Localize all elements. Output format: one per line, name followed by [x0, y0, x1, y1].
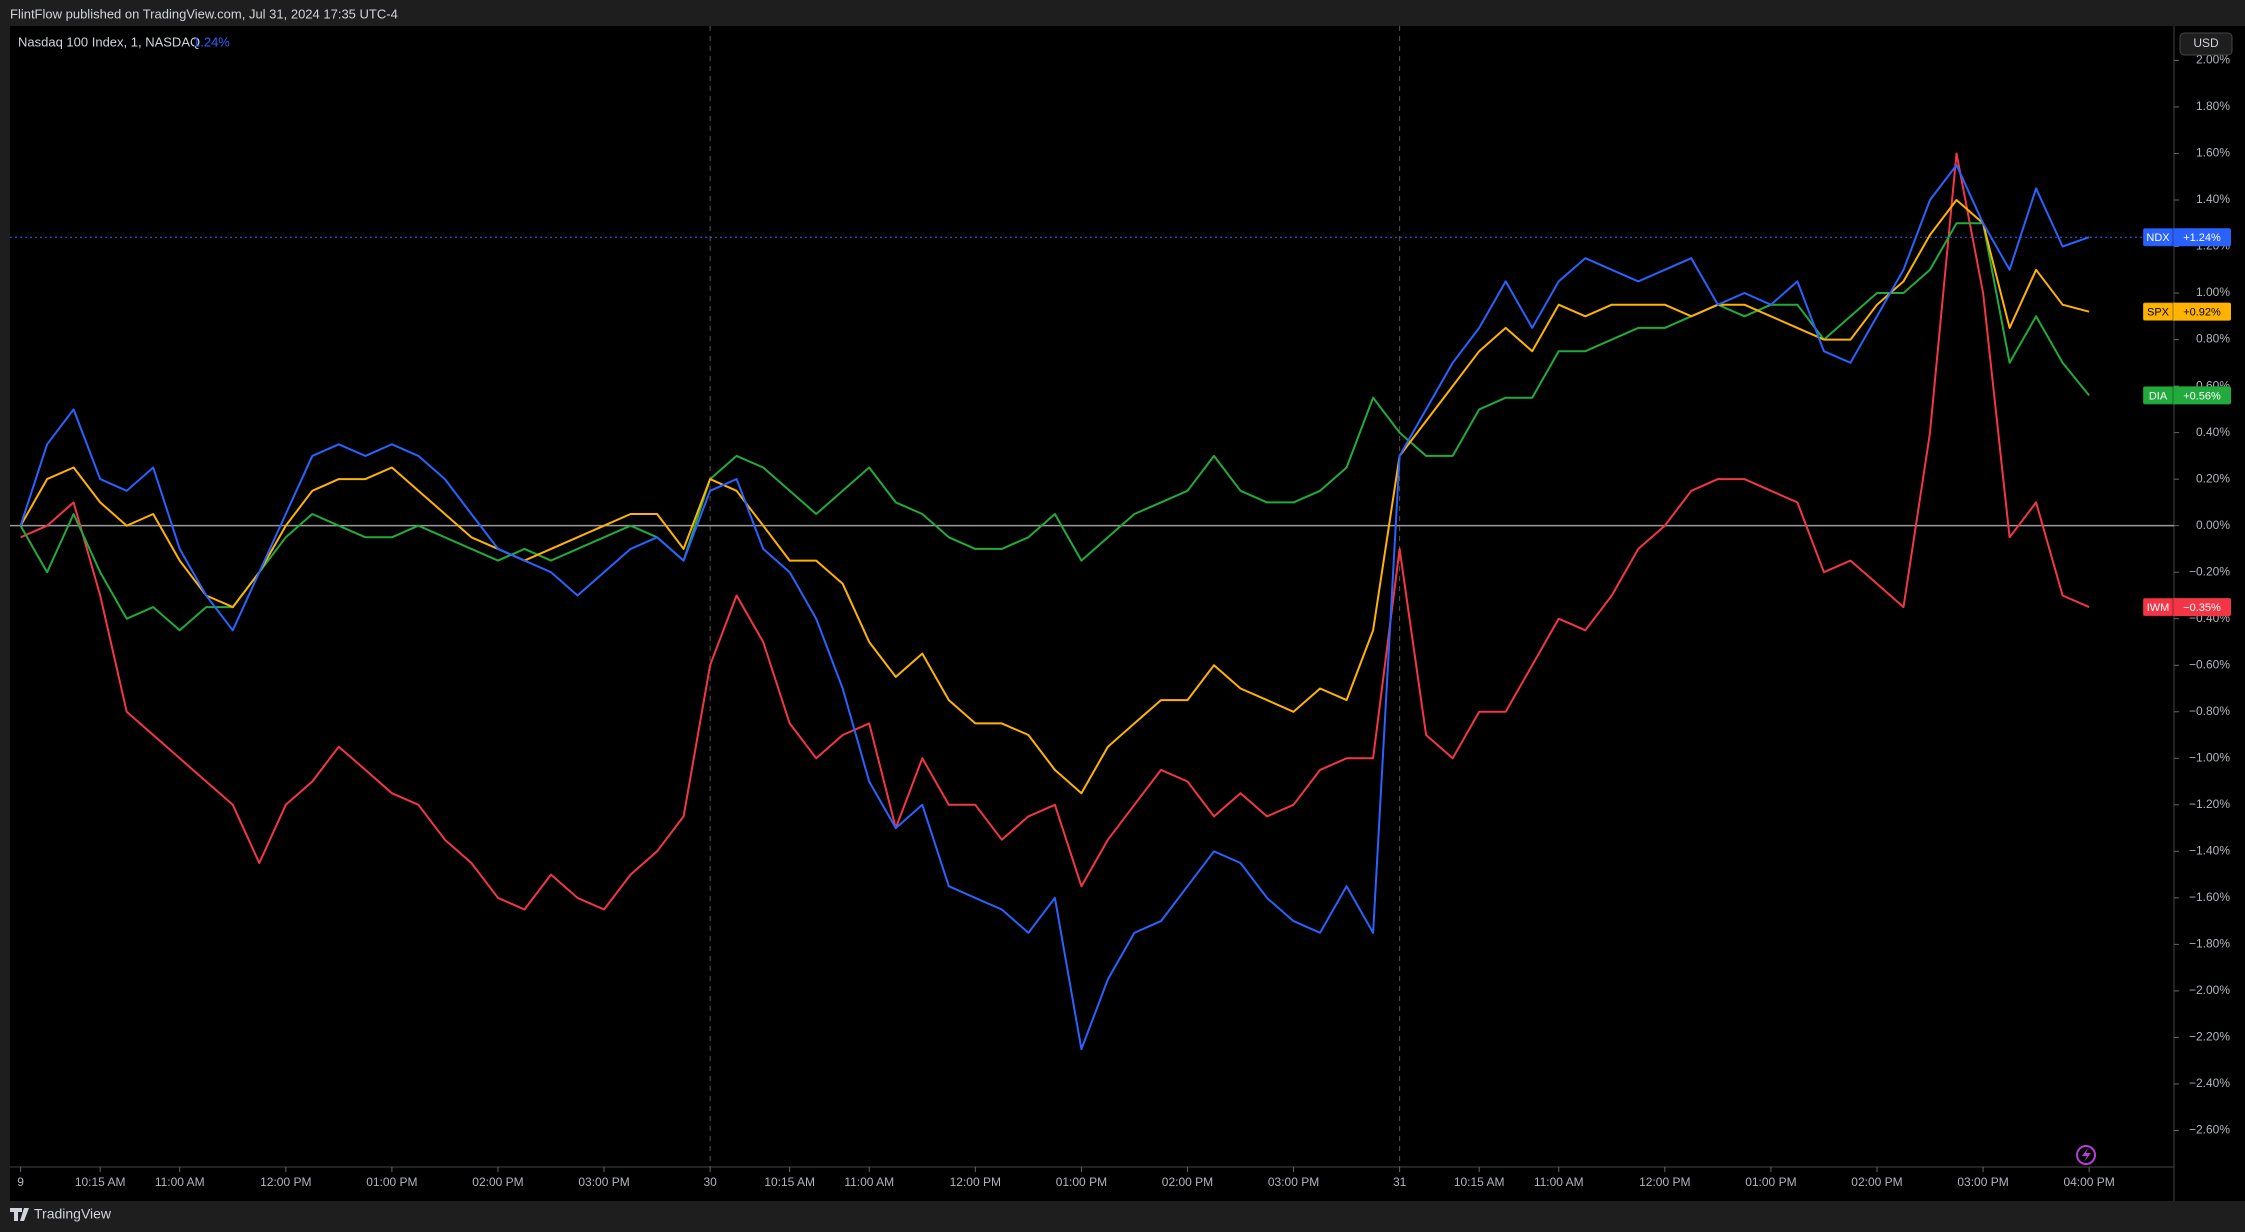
y-tick-label: −1.20% [2189, 797, 2230, 811]
x-tick-label: 12:00 PM [950, 1175, 1001, 1189]
x-tick-label: 10:15 AM [75, 1175, 126, 1189]
series-tag-value: +0.92% [2183, 307, 2221, 319]
x-tick-label: 01:00 PM [1745, 1175, 1796, 1189]
y-tick-label: −2.60% [2189, 1123, 2230, 1137]
legend-value: 1.24% [193, 34, 230, 49]
x-tick-label: 30 [703, 1175, 717, 1189]
x-tick-label: 12:00 PM [1639, 1175, 1690, 1189]
series-tag-name: NDX [2146, 232, 2170, 244]
series-line [19, 164, 2090, 1051]
y-tick-label: 1.40% [2196, 192, 2230, 206]
x-tick-label: 11:00 AM [1534, 1175, 1584, 1189]
y-tick-label: 0.80% [2196, 332, 2230, 346]
y-tick-label: 1.80% [2196, 99, 2230, 113]
series-tag-name-box [2142, 227, 2174, 247]
series-line [19, 199, 2090, 795]
series-tag-name: DIA [2149, 390, 2168, 402]
y-tick-label: −2.20% [2189, 1030, 2230, 1044]
brand-logo [10, 1208, 29, 1221]
price-axis [2174, 26, 2245, 1167]
series-tag-name-box [2142, 302, 2174, 322]
y-tick-label: −1.40% [2189, 844, 2230, 858]
x-tick-label: 10:15 AM [1454, 1175, 1505, 1189]
time-axis [10, 1167, 2245, 1201]
y-tick-label: 0.20% [2196, 471, 2230, 485]
x-tick-label: 31 [1393, 1175, 1407, 1189]
y-tick-label: −1.00% [2189, 750, 2230, 764]
x-tick-label: 02:00 PM [1851, 1175, 1902, 1189]
y-tick-label: −1.80% [2189, 937, 2230, 951]
y-tick-label: −0.80% [2189, 704, 2230, 718]
x-tick-label: 02:00 PM [472, 1175, 523, 1189]
legend-title: Nasdaq 100 Index, 1, NASDAQ [18, 34, 200, 49]
series-tag-name: SPX [2147, 307, 2170, 319]
y-tick-label: 0.00% [2196, 518, 2230, 532]
x-tick-label: 10:15 AM [764, 1175, 815, 1189]
series-tag-value: −0.35% [2183, 602, 2221, 614]
y-tick-label: 1.60% [2196, 146, 2230, 160]
series-tag-value: +1.24% [2183, 232, 2221, 244]
series-tag-value: +0.56% [2183, 390, 2221, 402]
y-tick-label: 2.00% [2196, 53, 2230, 67]
plot-area [10, 26, 2174, 1167]
x-tick-label: 11:00 AM [155, 1175, 205, 1189]
series-tag-name-box [2142, 597, 2174, 617]
series-tag-name-box [2142, 385, 2174, 405]
currency-label[interactable]: USD [2193, 36, 2219, 50]
x-tick-label: 12:00 PM [260, 1175, 311, 1189]
x-tick-label: 01:00 PM [366, 1175, 417, 1189]
y-tick-label: −1.60% [2189, 890, 2230, 904]
y-tick-label: −0.20% [2189, 564, 2230, 578]
y-tick-label: 0.40% [2196, 425, 2230, 439]
y-tick-label: −2.40% [2189, 1076, 2230, 1090]
x-tick-label: 03:00 PM [1957, 1175, 2008, 1189]
x-tick-label: 03:00 PM [578, 1175, 629, 1189]
brand-name: TradingView [34, 1206, 112, 1222]
x-tick-label: 01:00 PM [1056, 1175, 1107, 1189]
lightning-icon[interactable] [2076, 1145, 2096, 1165]
x-tick-label: 03:00 PM [1268, 1175, 1319, 1189]
y-tick-label: −0.60% [2189, 657, 2230, 671]
x-tick-label: 02:00 PM [1162, 1175, 1213, 1189]
series-line [20, 152, 2090, 911]
x-tick-label: 11:00 AM [844, 1175, 894, 1189]
y-tick-label: 1.00% [2196, 285, 2230, 299]
x-tick-label: 9 [17, 1175, 24, 1189]
currency-button[interactable] [2179, 32, 2233, 56]
x-tick-label: 04:00 PM [2063, 1175, 2114, 1189]
lightning-icon[interactable] [2082, 1148, 2091, 1162]
published-text: FlintFlow published on TradingView.com, … [10, 6, 398, 21]
y-tick-label: −2.00% [2189, 983, 2230, 997]
series-line [19, 222, 2090, 632]
series-tag-name: IWM [2147, 602, 2170, 614]
